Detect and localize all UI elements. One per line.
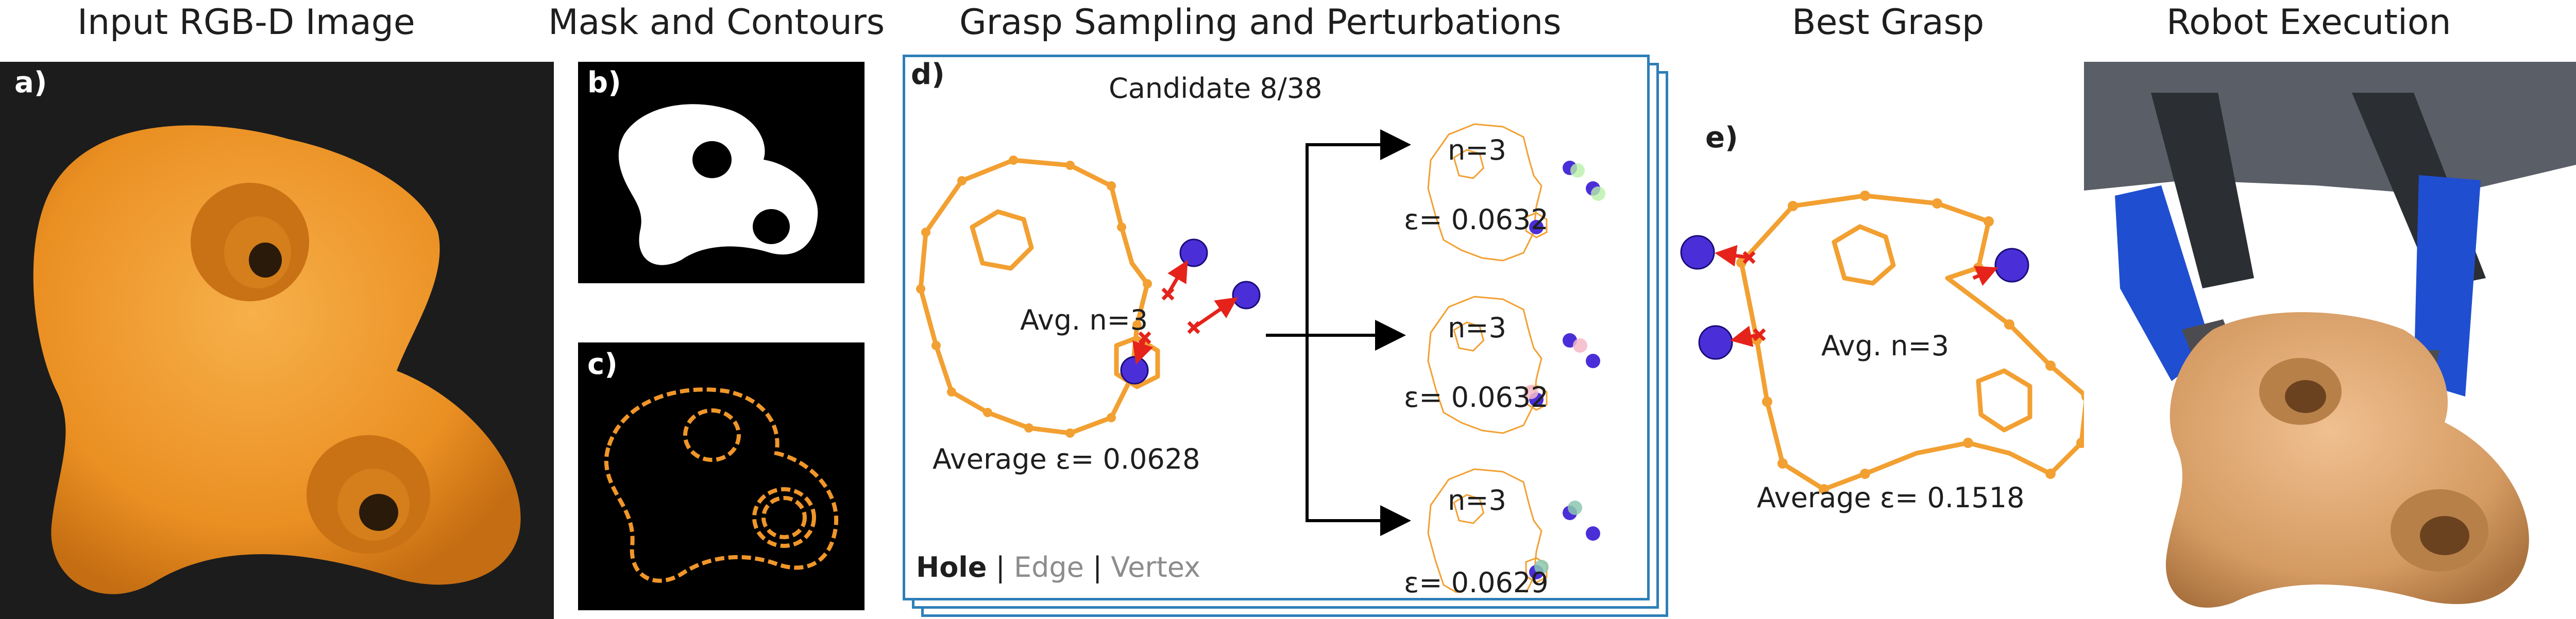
- perturb-3-n: n=3: [1448, 484, 1506, 517]
- best-grasp-diagram: [1680, 191, 2092, 494]
- panel-a-label: a): [14, 66, 47, 99]
- header-input-image: Input RGB-D Image: [77, 2, 415, 43]
- perturb-2-n: n=3: [1448, 312, 1506, 344]
- contact-type-legend: Hole | Edge | Vertex: [916, 551, 1200, 583]
- header-best-grasp: Best Grasp: [1792, 2, 1985, 43]
- panel-e-label: e): [1705, 121, 1738, 154]
- header-mask-contours: Mask and Contours: [548, 2, 885, 43]
- avg-epsilon-label: Average ε= 0.0628: [933, 443, 1200, 475]
- panel-b-mask: [578, 62, 865, 283]
- avg-n-label: Avg. n=3: [1020, 304, 1148, 336]
- legend-separator-2: |: [1083, 551, 1111, 583]
- best-avg-n-label: Avg. n=3: [1821, 330, 1950, 362]
- legend-separator-1: |: [987, 551, 1014, 583]
- grasp-diagram: [916, 123, 1605, 593]
- panel-c-contours: [578, 342, 865, 610]
- header-robot-execution: Robot Execution: [2166, 2, 2451, 43]
- panel-a-photo: [0, 62, 554, 619]
- legend-vertex: Vertex: [1111, 551, 1200, 583]
- perturb-1-eps: ε= 0.0632: [1404, 203, 1549, 236]
- legend-edge: Edge: [1013, 551, 1084, 583]
- header-grasp-sampling: Grasp Sampling and Perturbations: [959, 2, 1562, 43]
- legend-hole: Hole: [916, 551, 987, 583]
- perturb-1-n: n=3: [1448, 134, 1506, 166]
- best-avg-epsilon-label: Average ε= 0.1518: [1757, 482, 2025, 514]
- panel-c-label: c): [587, 348, 618, 381]
- candidate-label: Candidate 8/38: [1109, 72, 1323, 105]
- perturb-2-eps: ε= 0.0632: [1404, 381, 1549, 414]
- panel-d-label: d): [911, 58, 945, 91]
- robot-execution-photo: [2084, 62, 2576, 619]
- panel-b-label: b): [587, 66, 621, 99]
- perturb-3-eps: ε= 0.0629: [1404, 566, 1549, 599]
